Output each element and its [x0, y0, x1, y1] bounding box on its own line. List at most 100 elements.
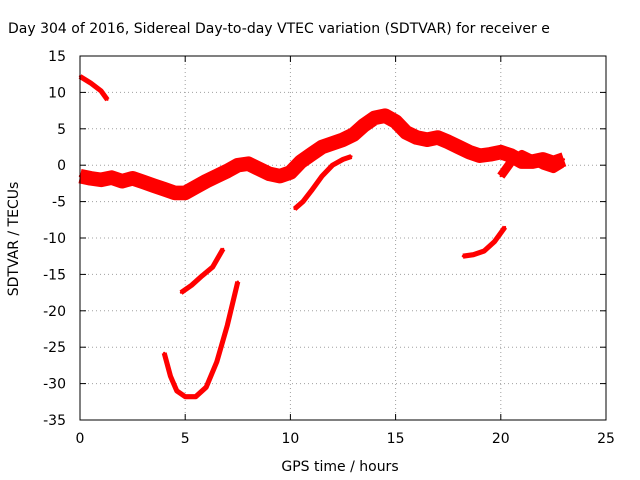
- data-point: [320, 174, 324, 178]
- data-point: [99, 178, 103, 181]
- data-point: [404, 131, 408, 134]
- data-point: [278, 174, 282, 178]
- data-point: [350, 155, 353, 158]
- data-point: [215, 360, 218, 363]
- y-tick-label: -25: [43, 340, 66, 356]
- data-point: [341, 138, 345, 141]
- data-point: [331, 164, 334, 167]
- data-point: [478, 154, 481, 157]
- data-point: [299, 160, 303, 163]
- data-point: [268, 172, 271, 176]
- y-tick-label: -30: [43, 377, 66, 393]
- data-point: [236, 280, 239, 283]
- data-point: [520, 153, 523, 156]
- data-point: [194, 395, 197, 398]
- y-tick-label: 0: [57, 158, 66, 174]
- data-point: [169, 375, 172, 378]
- y-tick-label: 5: [57, 122, 66, 138]
- axis-ticks: 0 5 10 15 20 25 15 10 5 0 -5 -10 -15 -20 -25 -30 -35: [43, 49, 615, 447]
- data-series: [78, 74, 567, 400]
- x-tick-label: 10: [281, 431, 299, 447]
- series-segment-3: [161, 280, 241, 400]
- data-point: [457, 145, 460, 149]
- data-point: [184, 191, 187, 195]
- chart-title: Day 304 of 2016, Sidereal Day-to-day VTE…: [8, 21, 550, 37]
- data-point: [394, 120, 397, 123]
- data-point: [226, 324, 229, 327]
- series-segment-5: [461, 225, 508, 259]
- data-point: [560, 162, 563, 165]
- x-axis-label: GPS time / hours: [281, 459, 398, 475]
- data-point: [489, 153, 492, 156]
- data-point: [205, 180, 208, 183]
- data-point: [447, 140, 450, 144]
- data-point: [89, 81, 92, 85]
- data-point: [131, 177, 134, 180]
- data-point: [468, 150, 471, 154]
- series-segment-1: [78, 74, 110, 102]
- data-point: [163, 188, 166, 191]
- data-point: [493, 240, 496, 243]
- data-point: [510, 160, 513, 163]
- data-point: [120, 180, 124, 183]
- data-point: [436, 136, 439, 139]
- data-point: [247, 162, 250, 165]
- data-point: [257, 167, 260, 170]
- data-point: [461, 255, 465, 258]
- data-point: [531, 158, 534, 161]
- grid: [80, 56, 606, 420]
- x-tick-label: 20: [492, 431, 510, 447]
- data-point: [352, 133, 355, 136]
- data-point: [520, 160, 523, 163]
- series-segment-2: [292, 154, 353, 211]
- y-tick-label: -20: [43, 304, 66, 320]
- x-tick-label: 0: [76, 431, 85, 447]
- data-point: [190, 284, 193, 287]
- y-tick-label: 15: [48, 49, 66, 65]
- data-point: [415, 136, 418, 139]
- data-point: [499, 150, 502, 154]
- data-point: [320, 145, 324, 149]
- data-point: [331, 142, 334, 145]
- y-axis-label: SDTVAR / TECUs: [6, 182, 22, 297]
- data-point: [175, 389, 178, 393]
- plot-frame: [79, 55, 607, 421]
- series-line: [78, 74, 110, 102]
- data-point: [499, 174, 502, 178]
- data-point: [373, 116, 376, 120]
- data-point: [301, 200, 305, 203]
- data-point: [211, 265, 214, 269]
- data-point: [426, 138, 429, 141]
- data-point: [179, 291, 183, 294]
- series-main-band: [78, 108, 567, 201]
- data-point: [289, 171, 292, 174]
- data-point: [141, 180, 145, 184]
- series-line: [161, 281, 241, 400]
- series-segment-6: [497, 149, 565, 179]
- data-point: [173, 191, 176, 195]
- y-tick-label: -5: [52, 195, 66, 211]
- data-point: [110, 176, 113, 179]
- data-point: [152, 184, 155, 187]
- y-tick-label: -15: [43, 267, 66, 283]
- data-point: [362, 124, 366, 127]
- data-point: [205, 386, 208, 389]
- data-point: [472, 253, 475, 256]
- data-point: [184, 395, 187, 398]
- data-point: [541, 164, 545, 167]
- data-point: [163, 351, 166, 355]
- data-point: [552, 167, 555, 170]
- data-point: [221, 247, 225, 251]
- y-tick-label: -35: [43, 413, 66, 429]
- y-tick-label: 10: [48, 85, 66, 101]
- data-point: [341, 158, 345, 161]
- data-point: [310, 153, 313, 156]
- data-point: [310, 189, 313, 192]
- x-tick-label: 25: [597, 431, 615, 447]
- data-point: [106, 98, 109, 101]
- series-segment-4: [179, 247, 226, 295]
- data-point: [482, 249, 486, 253]
- series-line: [179, 247, 226, 295]
- data-point: [293, 207, 296, 211]
